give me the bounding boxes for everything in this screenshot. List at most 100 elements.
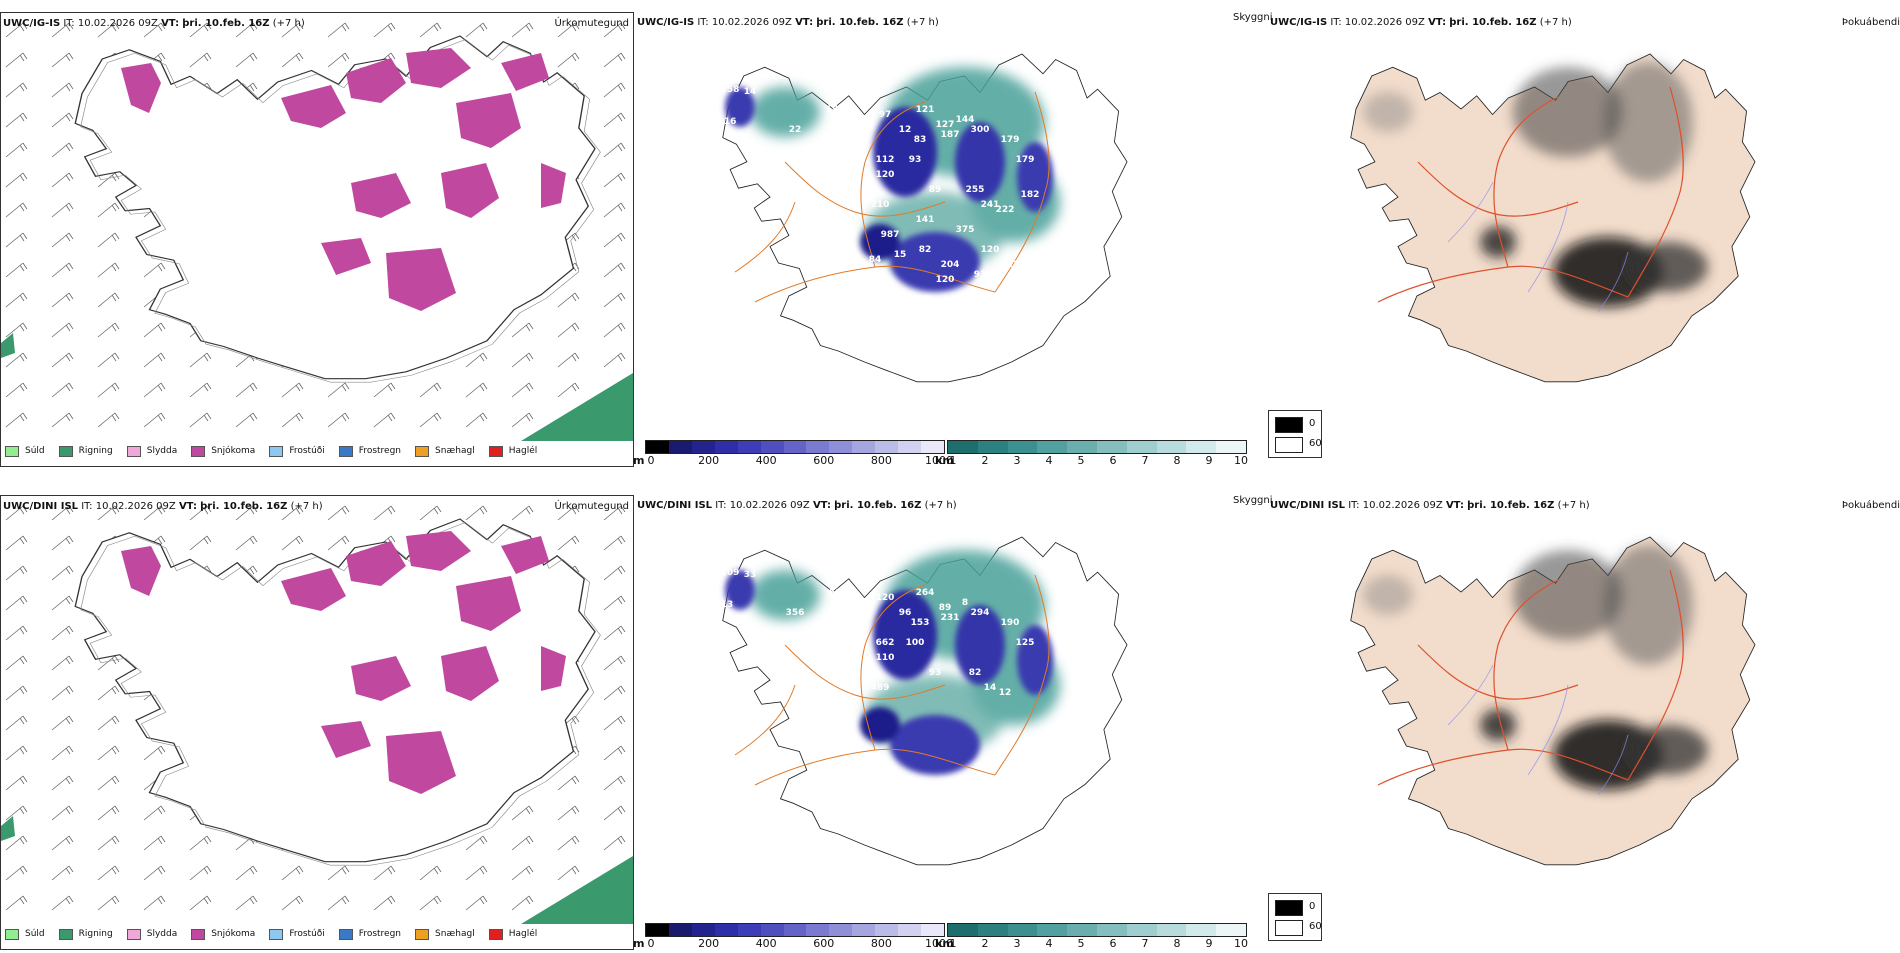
- legend-swatch: [415, 928, 430, 940]
- colorbar-tick: 600: [813, 937, 835, 950]
- colorbar-tick: 2: [981, 454, 989, 467]
- legend-label: Snæhagl: [435, 446, 475, 456]
- visibility-value: 120: [876, 170, 895, 180]
- visibility-value: 206: [746, 628, 765, 638]
- visibility-value: 125: [1016, 638, 1035, 648]
- visibility-panel: 109 33 13 356 206 195 408 66 120 96 264 89 153 8 231 29…: [633, 495, 1273, 951]
- colorbar-tick: 6: [1109, 937, 1117, 950]
- legend-item: Snjókoma: [191, 445, 255, 457]
- colorbar-segment: [898, 441, 922, 453]
- colorbar-tick: 5: [1077, 454, 1085, 467]
- legend-item: Snæhagl: [415, 928, 475, 940]
- visibility-value: 47: [919, 295, 932, 305]
- colorbar-tick: 0: [647, 454, 655, 467]
- visibility-value: 75: [849, 663, 862, 673]
- visibility-value: 109: [721, 568, 740, 578]
- legend-swatch: [58, 445, 73, 457]
- precip-type-map: [1, 496, 633, 924]
- fog-indicator-panel: UWC/IG-IS IT: 10.02.2026 09Z VT: þri. 10…: [1268, 12, 1900, 467]
- colorbar-segment: [829, 924, 853, 936]
- colorbar-segment: [1067, 441, 1097, 453]
- colorbar-tick: 600: [813, 454, 835, 467]
- visibility-value: 89: [939, 603, 952, 613]
- legend-item: Frostregn: [338, 928, 401, 940]
- colorbar-tick: 9: [1205, 454, 1213, 467]
- visibility-value: 93: [929, 668, 942, 678]
- precip-legend: Súld Rigning Slydda Snjókoma Frostúði Fr…: [5, 924, 552, 944]
- precip-legend: Súld Rigning Slydda Snjókoma Frostúði Fr…: [5, 441, 552, 461]
- visibility-value: 12: [899, 125, 912, 135]
- colorbar-cbar_km: [947, 923, 1247, 937]
- visibility-value: 255: [966, 185, 985, 195]
- colorbar-tick: 7: [1141, 937, 1149, 950]
- fog-key-black-swatch: [1275, 417, 1303, 433]
- visibility-value: 13: [721, 600, 734, 610]
- visibility-value: 96: [899, 608, 912, 618]
- colorbar-segment: [977, 924, 1008, 936]
- visibility-value: 14: [984, 683, 997, 693]
- visibility-value: 11: [929, 325, 942, 335]
- visibility-value: 15: [894, 250, 907, 260]
- colorbar-segment: [921, 924, 944, 936]
- colorbar-segment: [646, 441, 669, 453]
- colorbar-tick: 3: [1013, 937, 1021, 950]
- colorbar-labels: 0 200 400 600 800 1000: [647, 937, 954, 951]
- visibility-value: 112: [876, 155, 895, 165]
- colorbar-segment: [1037, 924, 1068, 936]
- legend-swatch: [338, 445, 353, 457]
- colorbar-cbar_m: [645, 440, 945, 454]
- colorbar-segment: [1186, 924, 1217, 936]
- colorbar-cbar_m: [645, 923, 945, 937]
- colorbar-tick: 3: [1013, 454, 1021, 467]
- legend-swatch: [488, 445, 503, 457]
- colorbar-segment: [1186, 441, 1217, 453]
- colorbar-tick: 0: [647, 937, 655, 950]
- fog-key-black-label: 0: [1309, 901, 1316, 912]
- fog-key-white-swatch: [1275, 920, 1303, 936]
- colorbar-segment: [852, 441, 876, 453]
- legend-item: Súld: [5, 928, 45, 940]
- fog-key: 0 60: [1268, 410, 1322, 458]
- legend-swatch: [191, 445, 206, 457]
- visibility-panel: 158 14 116 22 8 9 37 154 97 12 121 127 83 144 187 300 87…: [633, 12, 1273, 467]
- colorbar-tick: 8: [1173, 937, 1181, 950]
- legend-label: Frostúði: [289, 446, 325, 456]
- visibility-value: 66: [829, 588, 842, 598]
- colorbar-tick: 200: [698, 454, 720, 467]
- colorbar-segment: [714, 924, 738, 936]
- colorbar-tick: 4: [1045, 454, 1053, 467]
- product-name: Úrkomutegund: [554, 501, 629, 512]
- colorbar-segment: [1156, 441, 1187, 453]
- colorbar-tick: 1: [949, 454, 957, 467]
- colorbar-segment: [737, 924, 761, 936]
- fog-indicator-map: [1350, 53, 1756, 383]
- visibility-value: 241: [981, 200, 1000, 210]
- visibility-value: 93: [974, 270, 987, 280]
- legend-label: Rigning: [78, 929, 113, 939]
- visibility-value: 22: [789, 125, 802, 135]
- legend-label: Rigning: [78, 446, 113, 456]
- fog-key-white-label: 60: [1309, 921, 1322, 932]
- product-name: Úrkomutegund: [554, 18, 629, 29]
- legend-label: Snjókoma: [211, 929, 256, 939]
- legend-swatch: [5, 928, 19, 940]
- product-name: Skyggni: [1233, 12, 1273, 23]
- colorbar-unit: km: [935, 937, 954, 950]
- legend-swatch: [338, 928, 353, 940]
- legend-swatch: [269, 445, 284, 457]
- colorbar-tick: 2: [981, 937, 989, 950]
- visibility-value: 356: [786, 608, 805, 618]
- colorbar-segment: [829, 441, 853, 453]
- colorbar-segment: [1096, 924, 1127, 936]
- visibility-value: 105: [836, 638, 855, 648]
- visibility-value: 121: [916, 105, 935, 115]
- colorbar-segment: [1156, 924, 1187, 936]
- colorbar-segment: [737, 441, 761, 453]
- legend-swatch: [58, 928, 73, 940]
- visibility-value: 179: [1016, 155, 1035, 165]
- colorbar-tick: 1000: [925, 454, 953, 467]
- visibility-value: 375: [956, 225, 975, 235]
- visibility-value: 9: [787, 185, 793, 195]
- fog-key-black-label: 0: [1309, 418, 1316, 429]
